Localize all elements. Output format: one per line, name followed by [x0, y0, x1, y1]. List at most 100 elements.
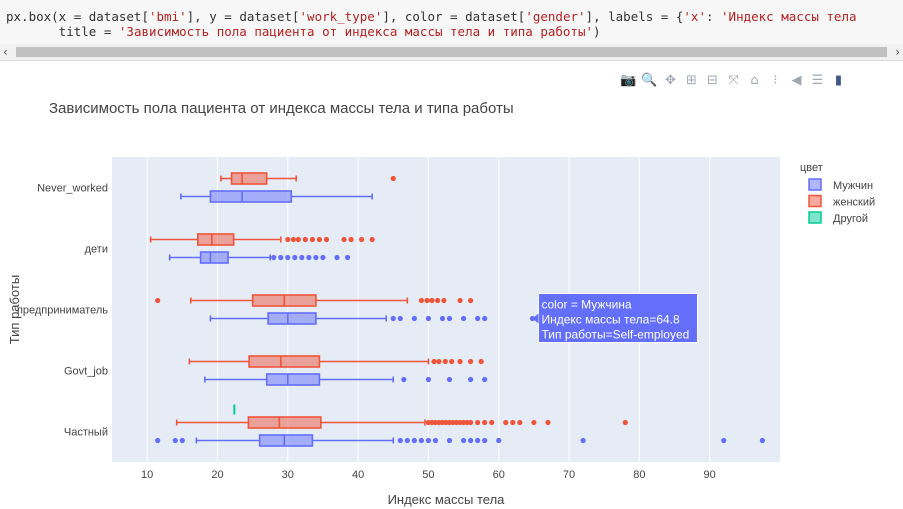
outlier-point[interactable] [397, 315, 403, 322]
outlier-point[interactable] [316, 236, 323, 243]
legend-item-label[interactable]: женский [833, 197, 875, 209]
outlier-point[interactable] [418, 437, 424, 444]
outlier-point[interactable] [759, 437, 766, 444]
outlier-point[interactable] [155, 297, 161, 304]
outlier-point[interactable] [545, 419, 551, 426]
outlier-point[interactable] [309, 236, 315, 243]
outlier-point[interactable] [482, 437, 488, 444]
outlier-point[interactable] [460, 315, 467, 322]
outlier-point[interactable] [496, 437, 502, 444]
outlier-point[interactable] [369, 236, 375, 243]
outlier-point[interactable] [442, 358, 448, 365]
outlier-point[interactable] [306, 254, 312, 261]
outlier-point[interactable] [460, 437, 467, 444]
outlier-point[interactable] [475, 315, 481, 322]
outlier-point[interactable] [478, 358, 484, 365]
box-iqr[interactable] [267, 312, 317, 325]
outlier-point[interactable] [510, 419, 516, 426]
outlier-point[interactable] [390, 315, 396, 322]
horizontal-scrollbar[interactable]: ‹ › [0, 44, 903, 61]
outlier-point[interactable] [431, 358, 437, 365]
legend-swatch[interactable] [808, 178, 822, 191]
outlier-point[interactable] [446, 437, 453, 444]
outlier-point[interactable] [179, 437, 185, 444]
outlier-point[interactable] [418, 297, 424, 304]
outlier-point[interactable] [482, 315, 488, 322]
outlier-point[interactable] [468, 297, 474, 304]
outlier-point[interactable] [432, 437, 439, 444]
outlier-point[interactable] [468, 358, 474, 365]
plotly-logo-icon[interactable]: ▮ [834, 72, 843, 88]
box-iqr[interactable] [247, 416, 322, 429]
outlier-point[interactable] [468, 376, 474, 383]
outlier-point[interactable] [457, 297, 463, 304]
outlier-point[interactable] [320, 254, 326, 261]
outlier-point[interactable] [429, 297, 435, 304]
outlier-point[interactable] [580, 437, 586, 444]
box-iqr[interactable] [265, 373, 321, 386]
outlier-point[interactable] [468, 419, 474, 426]
outlier-point[interactable] [446, 315, 453, 322]
outlier-point[interactable] [475, 437, 481, 444]
outlier-point[interactable] [292, 254, 298, 261]
scrollbar-thumb[interactable] [16, 47, 887, 57]
outlier-point[interactable] [489, 419, 495, 426]
outlier-point[interactable] [323, 236, 330, 243]
outlier-point[interactable] [411, 315, 417, 322]
outlier-point[interactable] [457, 358, 463, 365]
outlier-point[interactable] [482, 376, 488, 383]
outlier-point[interactable] [434, 297, 441, 304]
outlier-point[interactable] [341, 236, 347, 243]
box-iqr[interactable] [258, 434, 314, 447]
outlier-point[interactable] [359, 236, 365, 243]
outlier-point[interactable] [397, 437, 403, 444]
legend-item-label[interactable]: Другой [833, 213, 868, 225]
outlier-point[interactable] [531, 419, 537, 426]
hover-compare-icon[interactable]: ☰ [811, 72, 824, 88]
outlier-point[interactable] [475, 419, 481, 426]
outlier-point[interactable] [441, 297, 447, 304]
outlier-point[interactable] [295, 236, 301, 243]
legend-item-label[interactable]: Мужчин [833, 180, 873, 192]
outlier-point[interactable] [313, 254, 319, 261]
outlier-point[interactable] [348, 236, 354, 243]
outlier-point[interactable] [299, 254, 305, 261]
outlier-point[interactable] [425, 315, 432, 322]
outlier-point[interactable] [285, 254, 291, 261]
outlier-point[interactable] [446, 376, 453, 383]
outlier-point[interactable] [404, 437, 410, 444]
outlier-point[interactable] [424, 297, 430, 304]
scroll-right-arrow-icon[interactable]: › [895, 45, 900, 59]
box-iqr[interactable] [230, 172, 268, 185]
outlier-point[interactable] [449, 358, 455, 365]
outlier-point[interactable] [172, 437, 178, 444]
outlier-point[interactable] [517, 419, 523, 426]
box-iqr[interactable] [196, 233, 235, 246]
outlier-point[interactable] [334, 254, 340, 261]
zoom-in-icon[interactable]: ⊞ [686, 72, 697, 88]
outlier-point[interactable] [425, 376, 432, 383]
code-cell[interactable]: px.box(x = dataset['bmi'], y = dataset['… [0, 0, 903, 45]
box-iqr[interactable] [248, 355, 321, 368]
home-icon[interactable]: ⌂ [750, 72, 759, 88]
legend-swatch[interactable] [808, 211, 822, 224]
outlier-point[interactable] [503, 419, 509, 426]
outlier-point[interactable] [401, 376, 407, 383]
outlier-point[interactable] [721, 437, 727, 444]
spike-lines-icon[interactable]: ⁝ [773, 72, 778, 88]
zoom-out-icon[interactable]: ⊟ [707, 72, 718, 88]
camera-icon[interactable]: 📷 [620, 72, 637, 88]
legend-swatch[interactable] [808, 194, 822, 208]
outlier-point[interactable] [278, 254, 284, 261]
hover-closest-icon[interactable]: ◀ [791, 72, 802, 88]
box-iqr[interactable] [209, 190, 293, 203]
outlier-point[interactable] [622, 419, 628, 426]
outlier-point[interactable] [482, 419, 488, 426]
pan-icon[interactable]: ✥ [665, 72, 676, 88]
outlier-point[interactable] [302, 236, 308, 243]
outlier-point[interactable] [411, 437, 417, 444]
box-iqr[interactable] [199, 251, 229, 264]
outlier-point[interactable] [390, 175, 396, 182]
autoscale-icon[interactable]: ⤧ [728, 72, 739, 88]
scroll-left-arrow-icon[interactable]: ‹ [3, 45, 8, 59]
